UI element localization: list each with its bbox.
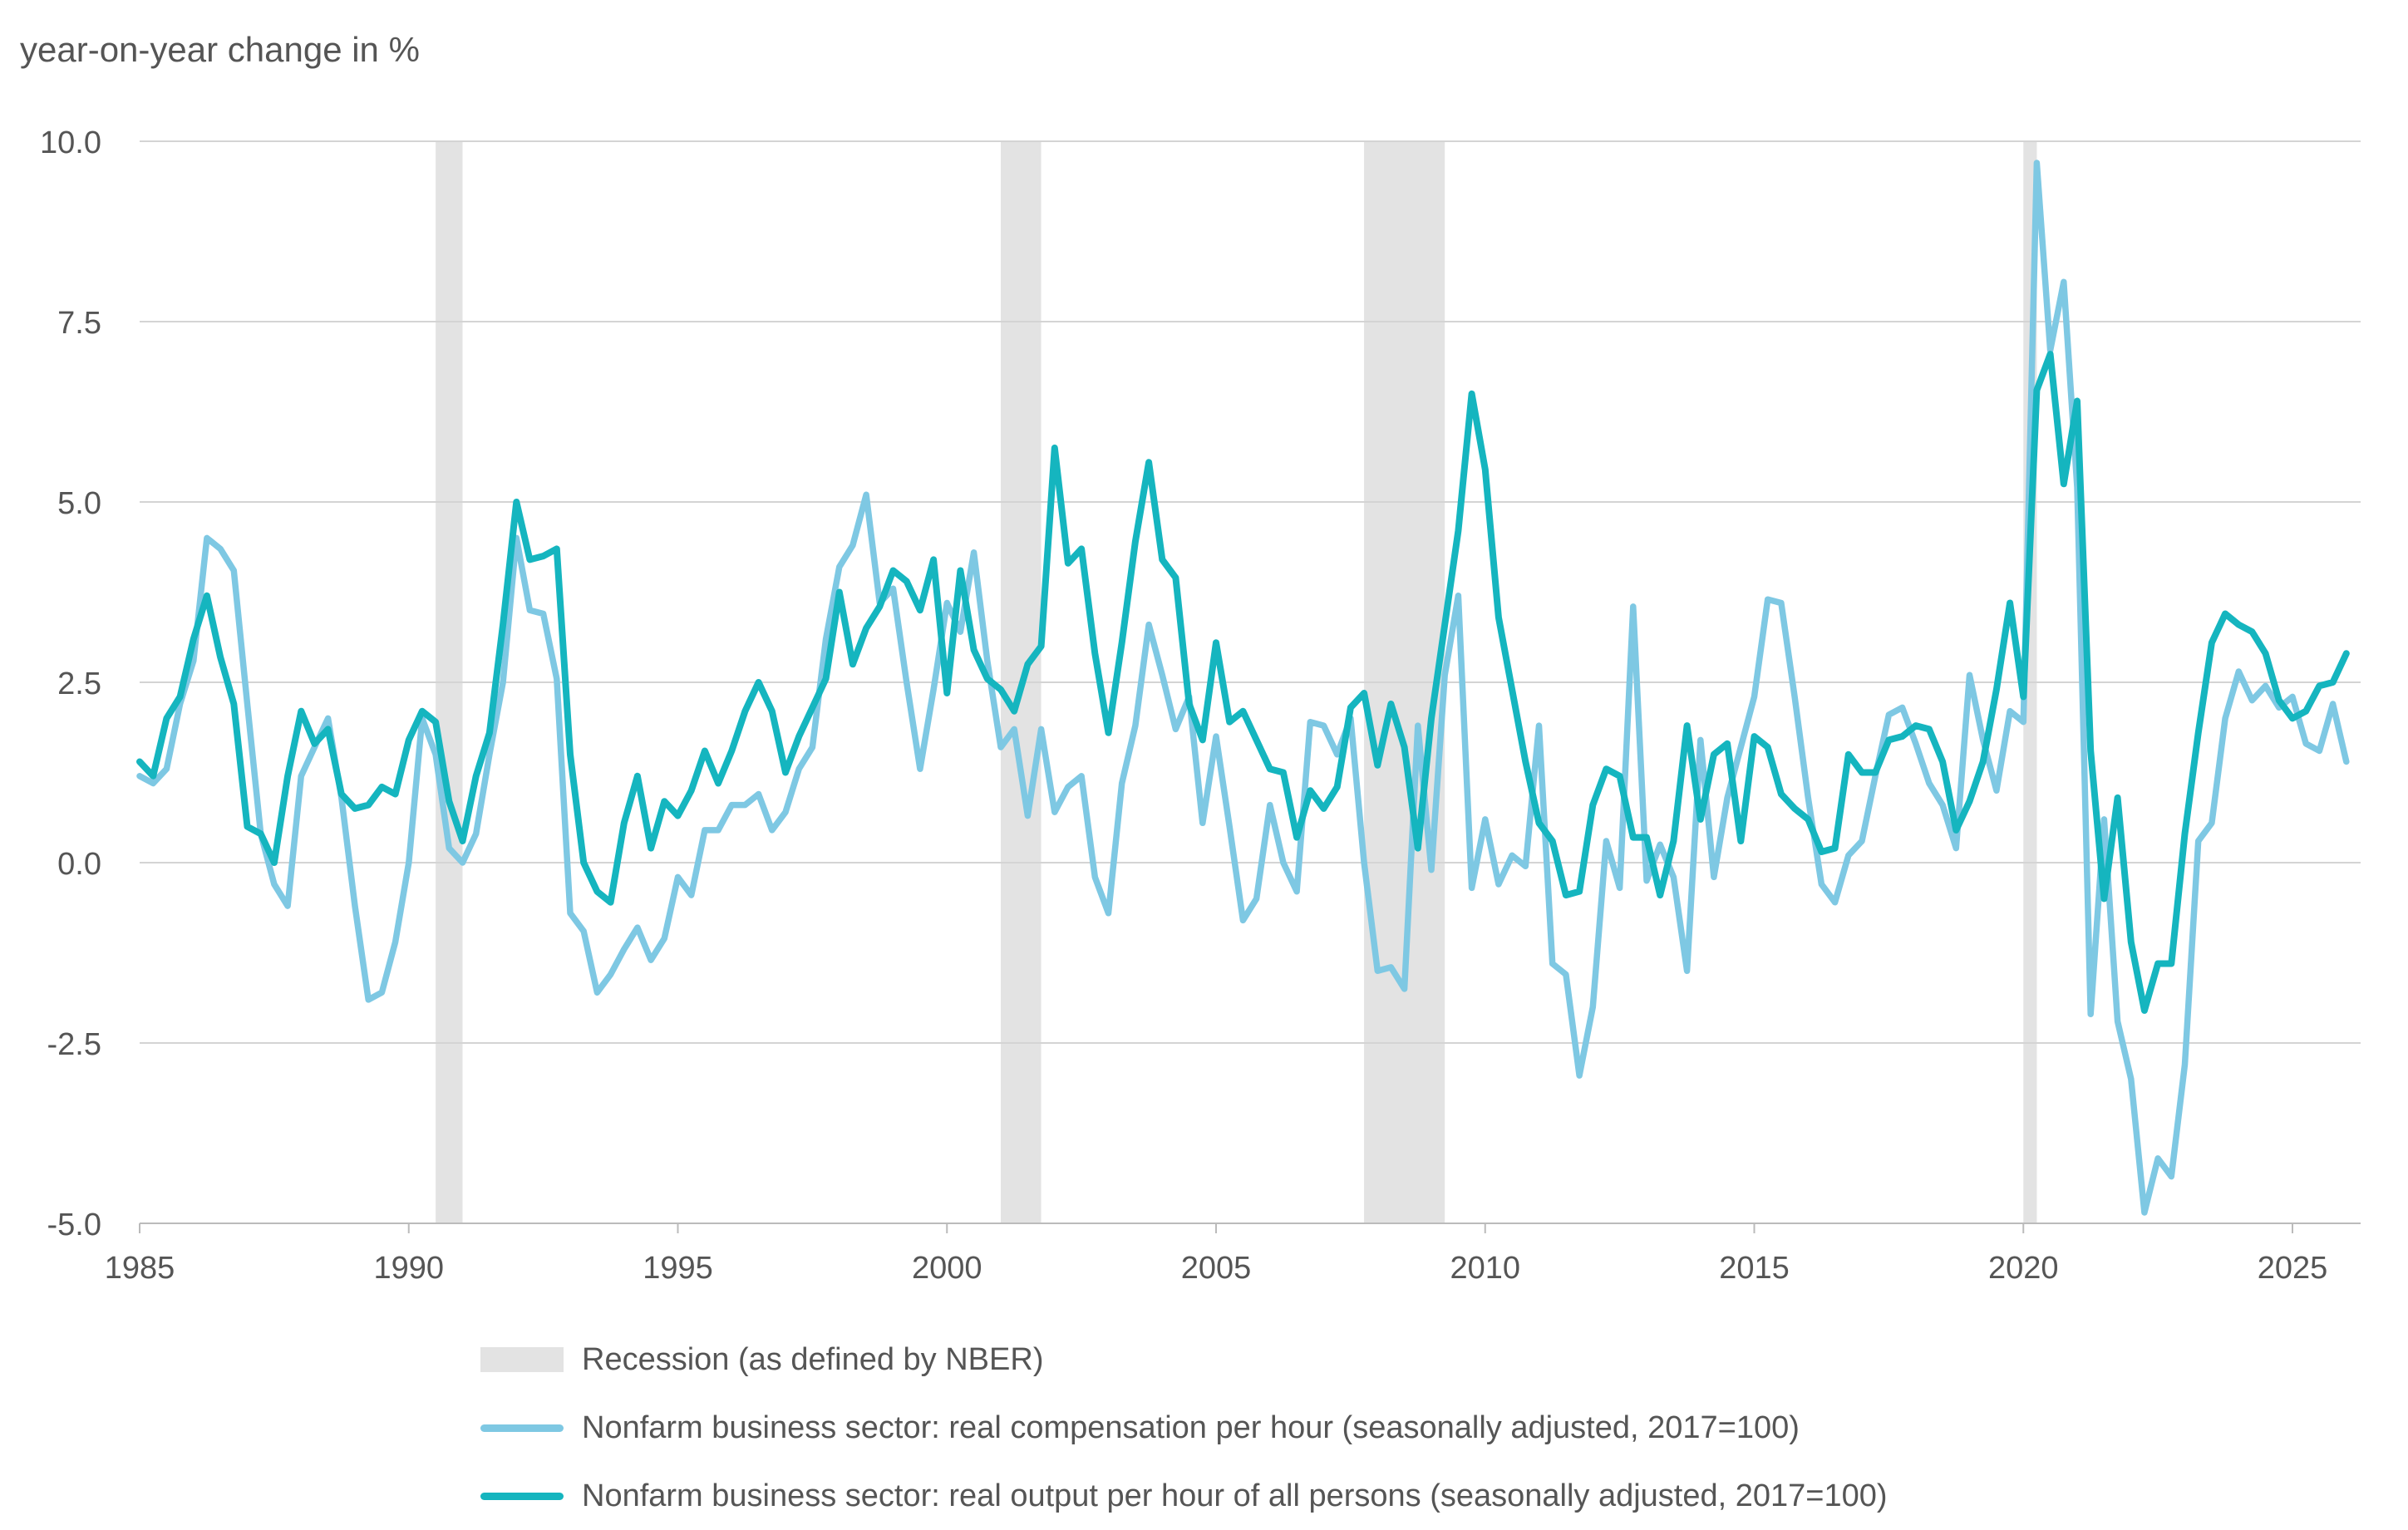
y-tick-label: -2.5 bbox=[47, 1027, 101, 1062]
series-line-compensation bbox=[136, 160, 2350, 1216]
y-tick-label: -5.0 bbox=[47, 1208, 101, 1242]
x-tick-label: 2010 bbox=[1450, 1251, 1520, 1286]
x-tick-label: 2000 bbox=[912, 1251, 982, 1286]
legend-swatch-recession bbox=[480, 1347, 564, 1372]
legend-label-recession: Recession (as defined by NBER) bbox=[582, 1341, 1044, 1377]
x-tick-label: 2005 bbox=[1181, 1251, 1252, 1286]
x-tick-labels: 1985 1990 1995 2000 2005 2010 2015 2020 2025 bbox=[105, 1223, 2328, 1286]
y-tick-label: 10.0 bbox=[40, 125, 101, 160]
series-line-output bbox=[136, 351, 2350, 1014]
x-tick-label: 1990 bbox=[373, 1251, 444, 1286]
legend: Recession (as defined by NBER) Nonfarm b… bbox=[480, 1326, 1888, 1530]
x-tick-label: 2015 bbox=[1719, 1251, 1790, 1286]
legend-item-recession: Recession (as defined by NBER) bbox=[480, 1326, 1888, 1394]
series-lines bbox=[136, 160, 2350, 1216]
y-tick-label: 2.5 bbox=[57, 667, 101, 701]
y-tick-label: 7.5 bbox=[57, 306, 101, 341]
y-tick-label: 0.0 bbox=[57, 847, 101, 882]
grid-lines bbox=[140, 140, 2361, 1044]
legend-label-output: Nonfarm business sector: real output per… bbox=[582, 1478, 1888, 1513]
y-tick-label: 5.0 bbox=[57, 486, 101, 521]
legend-swatch-output bbox=[480, 1492, 564, 1500]
x-tick-label: 1985 bbox=[105, 1251, 175, 1286]
y-tick-labels: 10.0 7.5 5.0 2.5 0.0 -2.5 -5.0 bbox=[40, 125, 101, 1242]
x-tick-label: 2020 bbox=[1988, 1251, 2059, 1286]
x-tick-label: 2025 bbox=[2258, 1251, 2328, 1286]
y-axis-label: year-on-year change in % bbox=[20, 30, 420, 69]
legend-item-output: Nonfarm business sector: real output per… bbox=[480, 1462, 1888, 1530]
legend-label-compensation: Nonfarm business sector: real compensati… bbox=[582, 1409, 1800, 1445]
legend-swatch-compensation bbox=[480, 1424, 564, 1432]
x-tick-label: 1995 bbox=[643, 1251, 713, 1286]
legend-item-compensation: Nonfarm business sector: real compensati… bbox=[480, 1394, 1888, 1462]
